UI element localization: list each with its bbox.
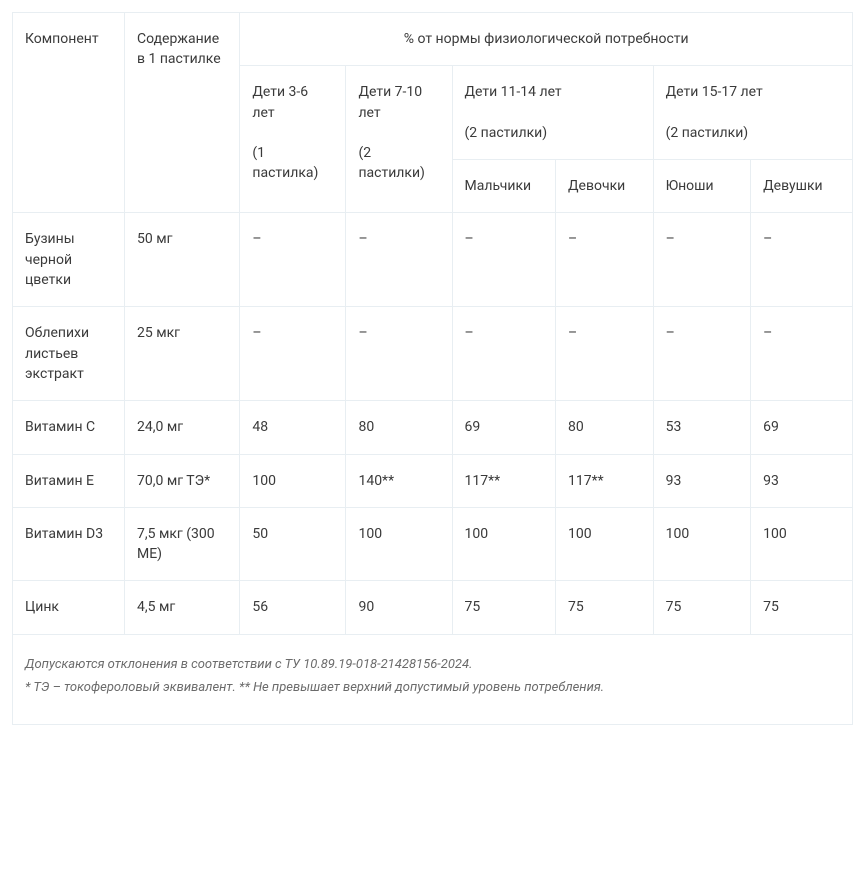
age-15-17-label: Дети 15-17 лет (666, 84, 763, 100)
cell-value: – (751, 213, 853, 307)
table-row: Витамин D37,5 мкг (300 МЕ)50100100100100… (13, 507, 853, 581)
cell-value: 100 (240, 454, 346, 507)
cell-value: 100 (653, 507, 751, 581)
cell-value: 75 (556, 581, 654, 634)
table-row: Бузины черной цветки50 мг–––––– (13, 213, 853, 307)
col-boys: Мальчики (452, 160, 556, 213)
col-group-percent: % от нормы физиологической потребности (240, 13, 853, 66)
cell-component: Бузины черной цветки (13, 213, 125, 307)
cell-value: – (556, 213, 654, 307)
col-young-men: Юноши (653, 160, 751, 213)
cell-value: – (653, 213, 751, 307)
cell-value: 90 (346, 581, 452, 634)
cell-content: 24,0 мг (125, 401, 240, 454)
cell-value: – (240, 307, 346, 401)
cell-value: – (240, 213, 346, 307)
cell-value: 100 (751, 507, 853, 581)
cell-value: 75 (751, 581, 853, 634)
age-15-17-note: (2 пастилки) (666, 125, 749, 141)
cell-content: 4,5 мг (125, 581, 240, 634)
cell-value: 93 (751, 454, 853, 507)
cell-value: 117** (556, 454, 654, 507)
age-11-14-note: (2 пастилки) (465, 125, 548, 141)
table-row: Облепихи листьев экстракт25 мкг–––––– (13, 307, 853, 401)
cell-value: 75 (653, 581, 751, 634)
cell-value: 100 (452, 507, 556, 581)
nutrition-table: Компонент Содержание в 1 пастилке % от н… (12, 12, 853, 725)
cell-value: 117** (452, 454, 556, 507)
cell-value: – (452, 307, 556, 401)
col-young-women: Девушки (751, 160, 853, 213)
cell-content: 70,0 мг ТЭ* (125, 454, 240, 507)
cell-value: – (346, 307, 452, 401)
table-row: Цинк4,5 мг569075757575 (13, 581, 853, 634)
cell-value: 48 (240, 401, 346, 454)
cell-value: – (556, 307, 654, 401)
cell-value: 80 (346, 401, 452, 454)
cell-value: – (653, 307, 751, 401)
cell-value: – (346, 213, 452, 307)
cell-value: 69 (751, 401, 853, 454)
cell-content: 50 мг (125, 213, 240, 307)
cell-value: – (452, 213, 556, 307)
table-row: Витамин С24,0 мг488069805369 (13, 401, 853, 454)
cell-value: 100 (556, 507, 654, 581)
footnote-2: * ТЭ – токофероловый эквивалент. ** Не п… (25, 680, 604, 695)
table-footnotes: Допускаются отклонения в соответствии с … (13, 634, 853, 724)
cell-component: Облепихи листьев экстракт (13, 307, 125, 401)
col-age-3-6: Дети 3-6 лет (1 пастилка) (240, 66, 346, 213)
col-girls: Девочки (556, 160, 654, 213)
cell-value: 93 (653, 454, 751, 507)
cell-component: Витамин D3 (13, 507, 125, 581)
table-row: Витамин Е70,0 мг ТЭ*100140**117**117**93… (13, 454, 853, 507)
cell-value: 69 (452, 401, 556, 454)
table-header: Компонент Содержание в 1 пастилке % от н… (13, 13, 853, 213)
cell-value: 80 (556, 401, 654, 454)
cell-value: 56 (240, 581, 346, 634)
cell-value: 53 (653, 401, 751, 454)
age-7-10-label: Дети 7-10 лет (358, 84, 422, 120)
cell-component: Витамин Е (13, 454, 125, 507)
age-7-10-note: (2 пастилки) (358, 145, 424, 181)
cell-content: 7,5 мкг (300 МЕ) (125, 507, 240, 581)
cell-value: 75 (452, 581, 556, 634)
cell-value: 50 (240, 507, 346, 581)
col-age-7-10: Дети 7-10 лет (2 пастилки) (346, 66, 452, 213)
cell-component: Цинк (13, 581, 125, 634)
col-age-11-14: Дети 11-14 лет (2 пастилки) (452, 66, 653, 160)
cell-component: Витамин С (13, 401, 125, 454)
cell-content: 25 мкг (125, 307, 240, 401)
cell-value: – (751, 307, 853, 401)
col-component: Компонент (13, 13, 125, 213)
age-3-6-note: (1 пастилка) (252, 145, 318, 181)
table-body: Бузины черной цветки50 мг––––––Облепихи … (13, 213, 853, 634)
age-3-6-label: Дети 3-6 лет (252, 84, 308, 120)
col-age-15-17: Дети 15-17 лет (2 пастилки) (653, 66, 852, 160)
cell-value: 140** (346, 454, 452, 507)
cell-value: 100 (346, 507, 452, 581)
age-11-14-label: Дети 11-14 лет (465, 84, 562, 100)
col-content: Содержание в 1 пастилке (125, 13, 240, 213)
footnote-1: Допускаются отклонения в соответствии с … (25, 657, 472, 672)
